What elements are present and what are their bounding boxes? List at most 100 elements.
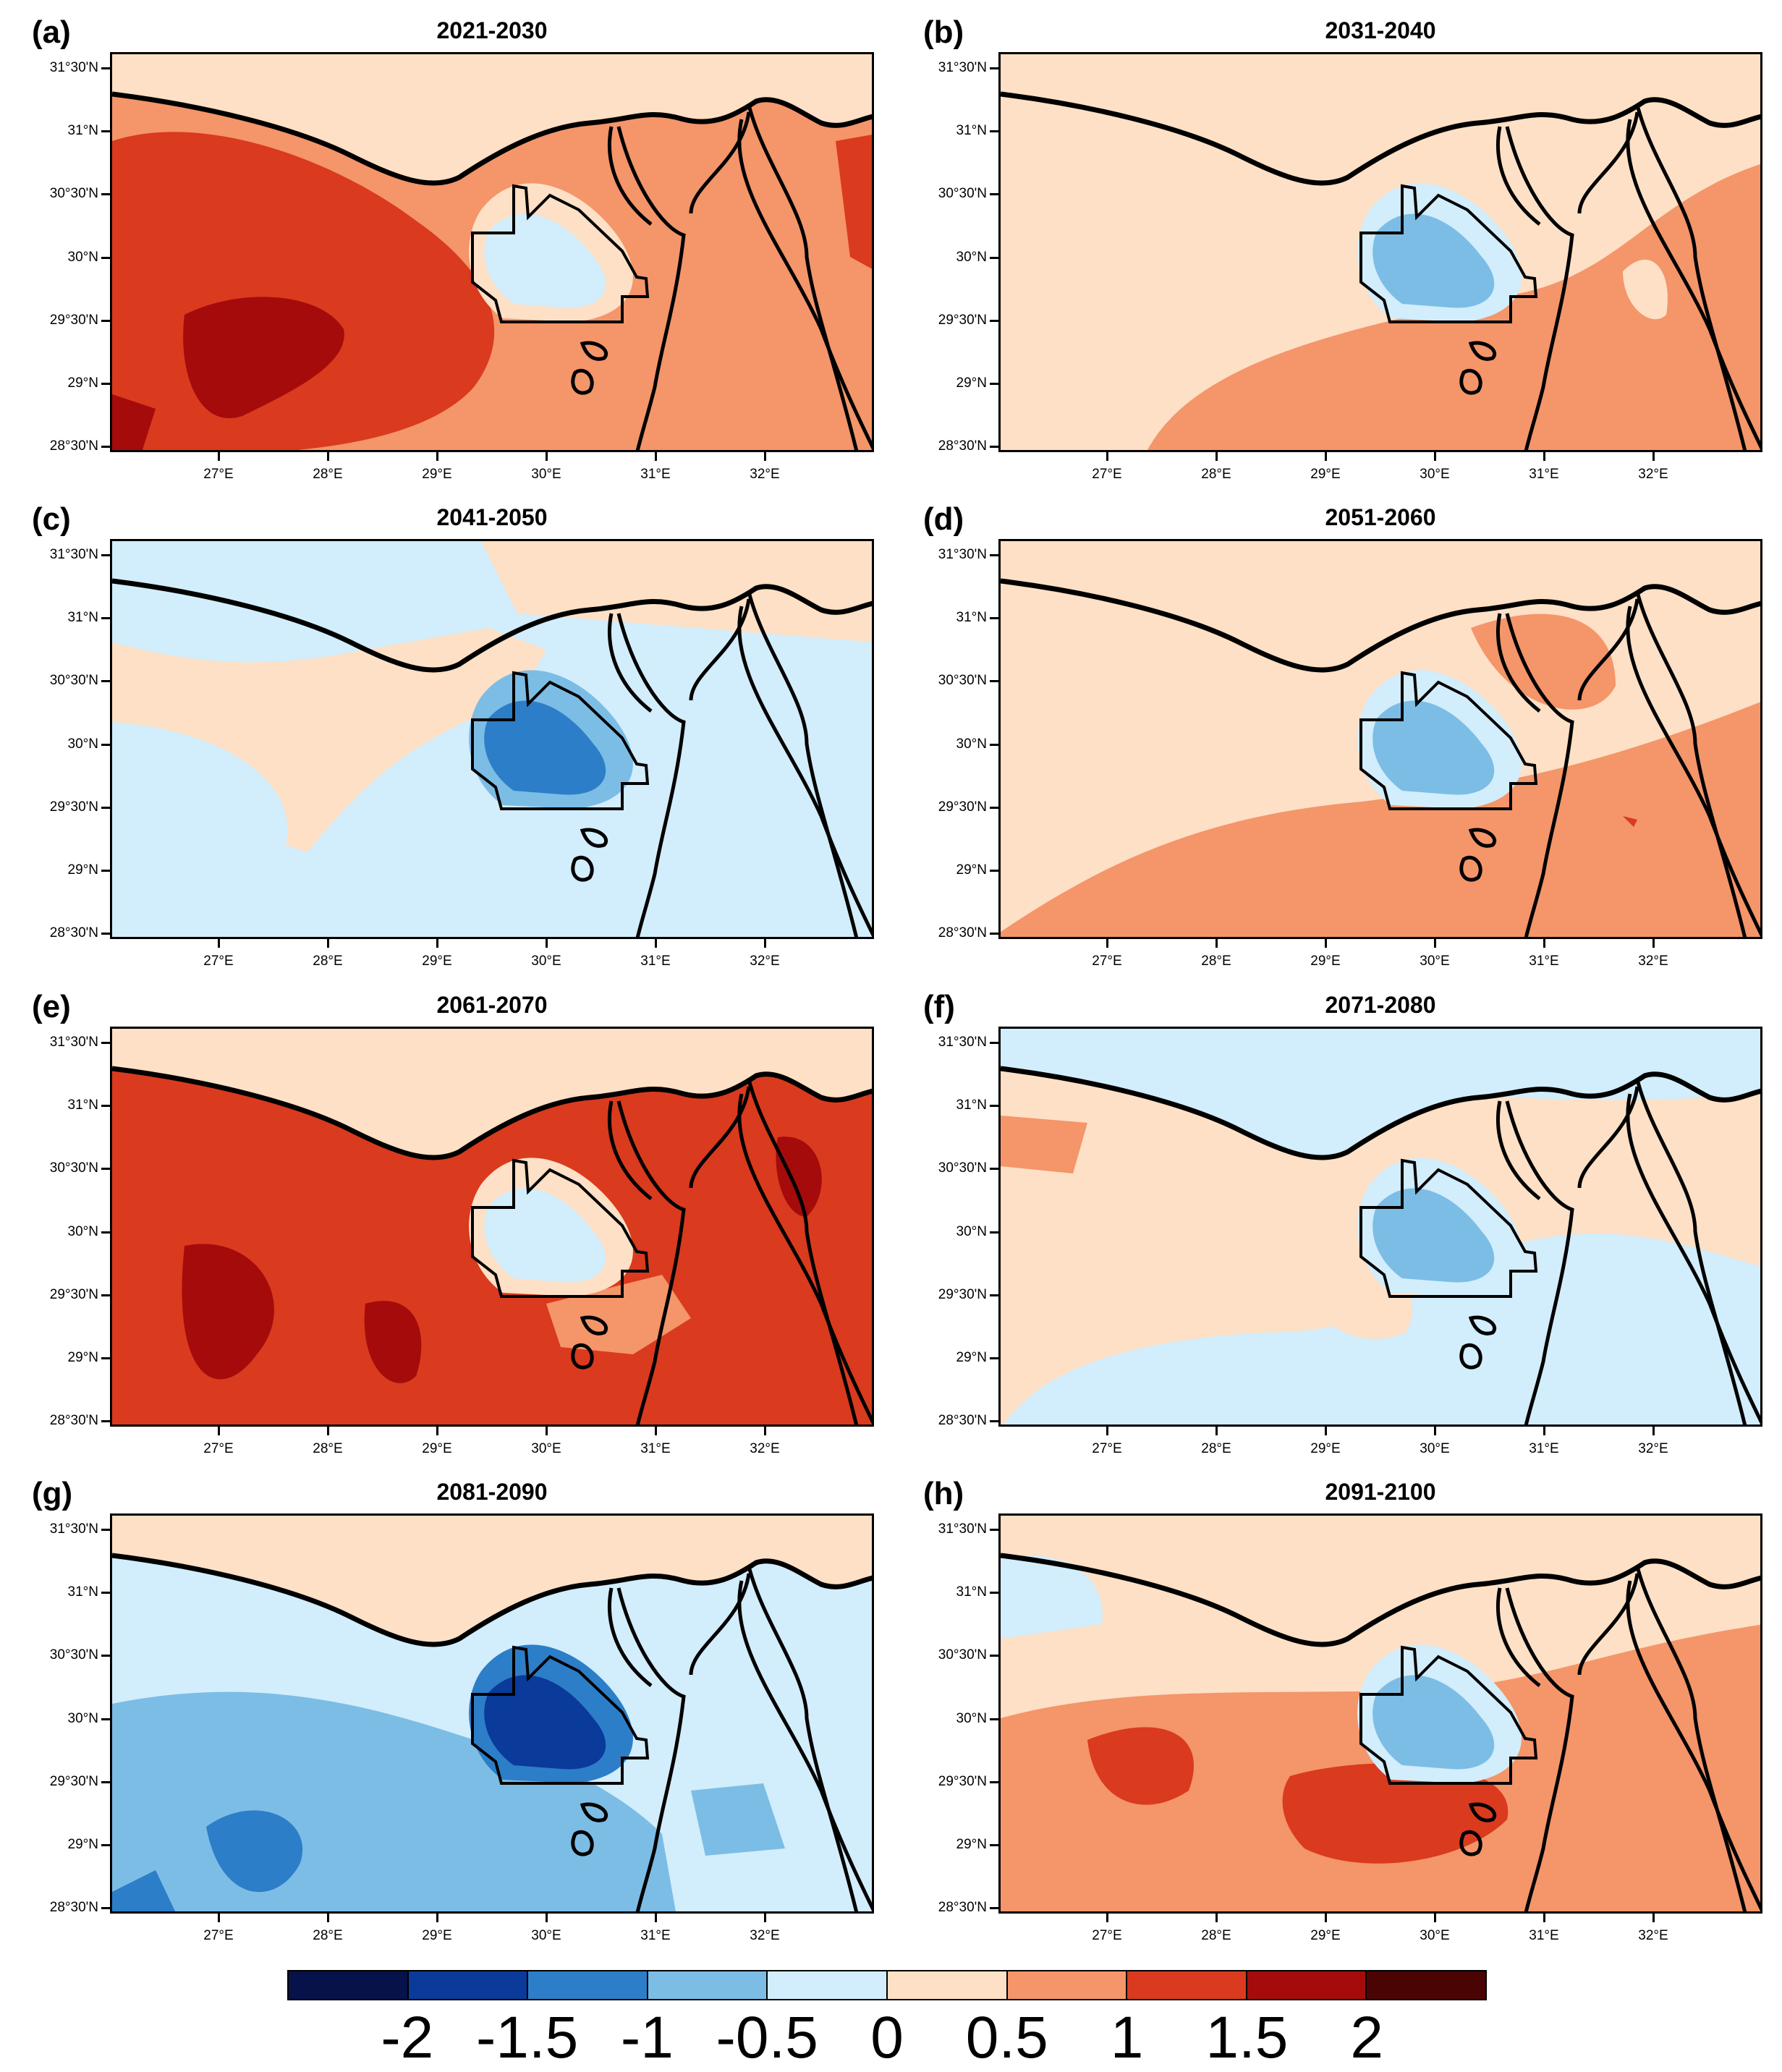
coastline xyxy=(112,1553,872,1647)
latitude-tick xyxy=(990,933,998,935)
latitude-label: 31°N xyxy=(956,610,987,626)
latitude-label: 29°N xyxy=(956,1836,987,1852)
sea-fill xyxy=(1001,54,1760,183)
colorbar-label: 1 xyxy=(1110,2005,1144,2071)
study-area-outline xyxy=(471,1158,650,1298)
latitude-tick xyxy=(101,1843,110,1846)
latitude-label: 31°30'N xyxy=(938,547,987,562)
longitude-tick xyxy=(655,939,657,948)
latitude-tick xyxy=(101,806,110,809)
map-panel xyxy=(998,1027,1762,1427)
river-line xyxy=(607,1100,653,1200)
coastline xyxy=(1001,578,1760,673)
latitude-label: 30°30'N xyxy=(49,1647,98,1663)
latitude-tick xyxy=(101,446,110,448)
anomaly-region xyxy=(206,1810,303,1893)
anomaly-region xyxy=(776,1137,822,1217)
latitude-label: 28°30'N xyxy=(938,1900,987,1915)
latitude-tick xyxy=(101,1294,110,1296)
longitude-label: 28°E xyxy=(313,1441,343,1456)
longitude-tick xyxy=(327,452,329,461)
longitude-label: 29°E xyxy=(1310,954,1341,969)
latitude-tick xyxy=(990,1718,998,1720)
lake-outline xyxy=(571,1315,608,1370)
longitude-tick xyxy=(1543,1427,1545,1435)
map-panel xyxy=(110,52,874,452)
border-line xyxy=(747,1079,859,1424)
longitude-label: 30°E xyxy=(531,1928,561,1943)
latitude-tick xyxy=(990,1420,998,1422)
lake-outline xyxy=(1459,341,1496,395)
longitude-label: 29°E xyxy=(422,1928,452,1943)
river-line xyxy=(1577,1573,1639,1676)
anomaly-region xyxy=(182,1244,274,1380)
latitude-label: 31°N xyxy=(67,123,98,139)
longitude-tick xyxy=(1652,939,1655,948)
longitude-tick xyxy=(546,1914,548,1922)
longitude-label: 29°E xyxy=(422,467,452,482)
longitude-tick xyxy=(1106,452,1108,461)
colorbar-cell xyxy=(1367,1971,1485,1999)
latitude-tick xyxy=(990,869,998,872)
longitude-label: 32°E xyxy=(750,1928,780,1943)
longitude-tick xyxy=(436,452,438,461)
latitude-label: 30°30'N xyxy=(49,1160,98,1176)
longitude-tick xyxy=(1543,452,1545,461)
map-panel xyxy=(998,539,1762,939)
map-svg xyxy=(1001,54,1760,450)
latitude-tick xyxy=(101,933,110,935)
latitude-label: 29°N xyxy=(67,1836,98,1852)
longitude-tick xyxy=(546,939,548,948)
study-area-outline xyxy=(471,184,650,323)
longitude-tick xyxy=(655,1914,657,1922)
colorbar-label: 2 xyxy=(1350,2005,1383,2071)
longitude-label: 32°E xyxy=(750,954,780,969)
latitude-label: 30°30'N xyxy=(938,186,987,202)
latitude-tick xyxy=(101,1529,110,1531)
longitude-label: 28°E xyxy=(313,1928,343,1943)
latitude-tick xyxy=(101,869,110,872)
longitude-tick xyxy=(1652,452,1655,461)
latitude-tick xyxy=(990,130,998,133)
latitude-label: 28°30'N xyxy=(49,1900,98,1915)
study-area-outline xyxy=(1359,184,1538,323)
longitude-label: 31°E xyxy=(1529,1928,1559,1943)
map-svg xyxy=(1001,1029,1760,1424)
colorbar-label: 0 xyxy=(870,2005,904,2071)
latitude-tick xyxy=(990,806,998,809)
coastline xyxy=(112,91,872,186)
latitude-label: 28°30'N xyxy=(49,1413,98,1428)
colorbar-cell xyxy=(1127,1971,1247,1999)
longitude-tick xyxy=(436,1914,438,1922)
anomaly-region xyxy=(481,541,872,642)
study-area-outline xyxy=(1359,1645,1538,1785)
latitude-label: 31°N xyxy=(956,1584,987,1600)
latitude-label: 31°N xyxy=(67,1097,98,1113)
latitude-tick xyxy=(101,1356,110,1359)
latitude-label: 31°30'N xyxy=(938,1521,987,1537)
latitude-tick xyxy=(990,382,998,385)
map-panel xyxy=(998,52,1762,452)
latitude-tick xyxy=(101,1718,110,1720)
longitude-tick xyxy=(436,939,438,948)
longitude-tick xyxy=(764,452,766,461)
longitude-tick xyxy=(1543,939,1545,948)
latitude-label: 29°N xyxy=(67,1349,98,1365)
longitude-label: 32°E xyxy=(750,467,780,482)
river-line xyxy=(616,613,686,937)
longitude-tick xyxy=(1325,1914,1327,1922)
latitude-tick xyxy=(990,1592,998,1595)
latitude-tick xyxy=(990,319,998,322)
longitude-label: 31°E xyxy=(640,1928,671,1943)
latitude-label: 31°30'N xyxy=(49,1035,98,1050)
longitude-tick xyxy=(1652,1914,1655,1922)
latitude-label: 31°N xyxy=(67,1584,98,1600)
longitude-label: 27°E xyxy=(1092,1928,1122,1943)
sea-fill xyxy=(1001,1516,1760,1644)
longitude-tick xyxy=(764,1427,766,1435)
latitude-tick xyxy=(101,1655,110,1657)
longitude-label: 29°E xyxy=(1310,1441,1341,1456)
anomaly-region xyxy=(1001,1555,1103,1639)
colorbar-label: -0.5 xyxy=(716,2005,818,2071)
latitude-tick xyxy=(990,554,998,556)
